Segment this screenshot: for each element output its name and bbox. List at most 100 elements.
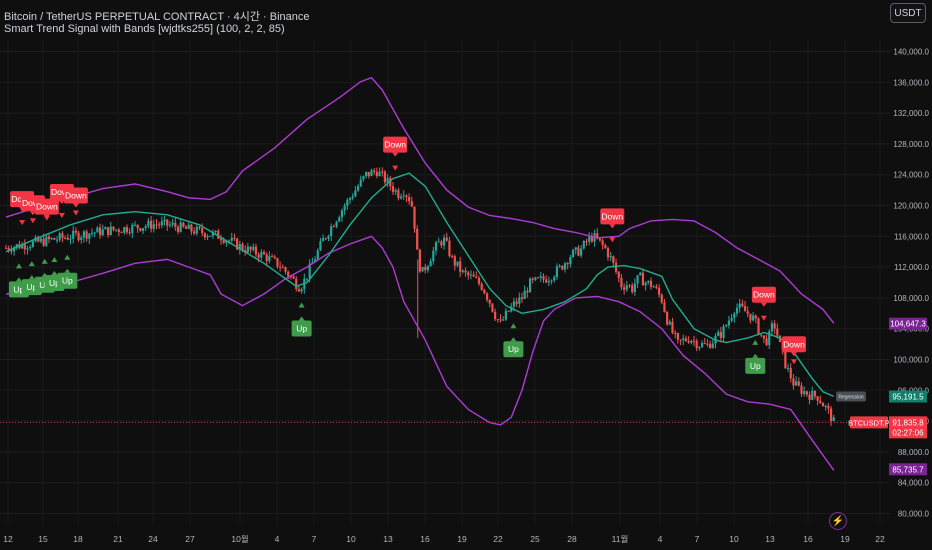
candle-body bbox=[563, 263, 567, 270]
down-signal-label bbox=[600, 208, 625, 225]
candle-body bbox=[383, 171, 387, 183]
candle-body bbox=[813, 390, 817, 397]
candle-body bbox=[515, 301, 518, 304]
time-tick-label: 7 bbox=[695, 534, 700, 544]
candle-body bbox=[762, 335, 765, 339]
candle-body bbox=[10, 250, 13, 252]
up-signal-pointer bbox=[298, 316, 305, 321]
candle-body bbox=[262, 251, 266, 255]
candle-body bbox=[50, 238, 53, 240]
up-signal-text: Up bbox=[296, 323, 307, 333]
candle-body bbox=[389, 178, 392, 187]
candle-body bbox=[391, 186, 395, 192]
candle-body bbox=[7, 247, 10, 251]
time-tick-label: 15 bbox=[38, 534, 48, 544]
down-arrow-icon bbox=[29, 218, 36, 224]
time-tick-label: 21 bbox=[113, 534, 123, 544]
candle-body bbox=[378, 171, 381, 177]
candle-body bbox=[397, 190, 400, 199]
time-axis[interactable] bbox=[0, 528, 890, 550]
time-tick-label: 4 bbox=[658, 534, 663, 544]
candle-body bbox=[746, 311, 749, 314]
candle-body bbox=[821, 403, 825, 407]
candle-body bbox=[676, 333, 679, 340]
symbol-tag[interactable] bbox=[850, 416, 888, 429]
candle-body bbox=[727, 320, 731, 326]
candle-body bbox=[824, 406, 827, 408]
price-tick-label: 120,000.0 bbox=[893, 202, 929, 211]
candle-body bbox=[265, 254, 268, 262]
candle-body bbox=[190, 224, 193, 232]
candle-body bbox=[324, 238, 327, 240]
axis-price-text: 02:27:06 bbox=[892, 428, 924, 437]
candle-body bbox=[373, 170, 376, 172]
time-tick-label: 19 bbox=[840, 534, 850, 544]
time-tick-label: 28 bbox=[567, 534, 577, 544]
candle-body bbox=[246, 246, 249, 253]
lightning-icon[interactable]: ⚡ bbox=[829, 512, 847, 530]
down-signal-text: Down bbox=[36, 202, 58, 212]
candle-body bbox=[483, 289, 486, 294]
candle-body bbox=[494, 311, 497, 320]
candle-body bbox=[437, 241, 440, 243]
candle-body bbox=[738, 303, 741, 308]
candle-body bbox=[66, 237, 69, 240]
candle-body bbox=[289, 276, 292, 278]
candle-body bbox=[671, 321, 674, 333]
candle-body bbox=[743, 306, 747, 312]
candle-body bbox=[55, 239, 59, 241]
price-tick-label: 140,000.0 bbox=[893, 48, 929, 57]
candle-body bbox=[768, 331, 771, 346]
down-signal-pointer bbox=[43, 214, 50, 219]
up-signal-pointer bbox=[28, 275, 35, 280]
time-tick-label: 10월 bbox=[231, 534, 248, 544]
candle-body bbox=[64, 237, 67, 239]
candle-body bbox=[31, 241, 34, 247]
price-axis[interactable] bbox=[890, 0, 932, 550]
candle-body bbox=[29, 246, 32, 249]
candle-body bbox=[614, 262, 618, 272]
down-signal-label bbox=[34, 198, 59, 215]
axis-price-text: 95,191.5 bbox=[892, 393, 924, 402]
candle-body bbox=[453, 256, 456, 266]
candle-body bbox=[639, 272, 642, 276]
candle-body bbox=[741, 303, 744, 307]
candle-body bbox=[117, 229, 120, 232]
candle-body bbox=[340, 210, 344, 218]
candle-body bbox=[58, 233, 61, 240]
candle-body bbox=[582, 241, 585, 249]
price-tick-label: 132,000.0 bbox=[893, 109, 929, 118]
down-signal-pointer bbox=[392, 152, 399, 157]
candle-body bbox=[230, 237, 233, 241]
candle-body bbox=[612, 256, 615, 263]
candle-body bbox=[351, 196, 354, 199]
candle-body bbox=[300, 289, 303, 292]
candle-body bbox=[96, 227, 99, 233]
candle-body bbox=[37, 237, 40, 242]
candle-body bbox=[109, 226, 112, 235]
time-tick-label: 12 bbox=[3, 534, 13, 544]
candle-body bbox=[461, 270, 464, 272]
candle-body bbox=[421, 266, 424, 272]
candle-body bbox=[725, 325, 728, 327]
price-tick-label: 108,000.0 bbox=[893, 294, 929, 303]
candle-body bbox=[166, 219, 169, 226]
candle-body bbox=[343, 205, 346, 211]
candle-body bbox=[203, 233, 206, 238]
indicator-legend[interactable]: Smart Trend Signal with Bands [wjdtks255… bbox=[4, 23, 285, 35]
up-signal-text: Up bbox=[26, 282, 37, 292]
candle-body bbox=[792, 378, 795, 386]
candle-body bbox=[184, 226, 188, 229]
currency-button[interactable]: USDT bbox=[890, 3, 926, 23]
candle-body bbox=[491, 303, 494, 312]
candle-body bbox=[12, 247, 16, 252]
candle-body bbox=[45, 236, 48, 246]
candle-body bbox=[601, 240, 604, 246]
down-signal-text: Down bbox=[753, 290, 775, 300]
candle-body bbox=[644, 282, 647, 286]
candle-body bbox=[445, 237, 448, 241]
candle-body bbox=[82, 231, 86, 238]
candle-body bbox=[819, 400, 822, 404]
candle-body bbox=[829, 408, 833, 422]
